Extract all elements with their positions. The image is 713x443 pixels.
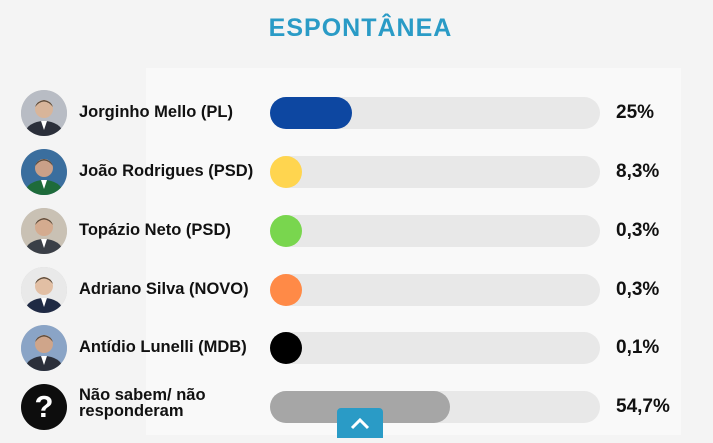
value-label: 0,1%: [616, 337, 660, 358]
bar-fill: [270, 156, 302, 188]
bar-track: [270, 274, 600, 306]
candidate-avatar: [21, 90, 67, 136]
candidate-avatar: [21, 325, 67, 371]
chart-title: ESPONTÂNEA: [268, 14, 453, 42]
bar-track: [270, 391, 600, 423]
bar-fill: [270, 274, 302, 306]
row-label: Adriano Silva (NOVO): [79, 280, 249, 298]
bar-fill: [270, 97, 353, 129]
chart-row: Topázio Neto (PSD) 0,3%: [0, 206, 713, 256]
chart-panel: [146, 68, 681, 435]
row-label: Antídio Lunelli (MDB): [79, 338, 247, 356]
bar-fill: [270, 215, 302, 247]
value-label: 8,3%: [616, 161, 660, 182]
candidate-avatar: [21, 267, 67, 313]
bar-track: [270, 97, 600, 129]
chart-row: João Rodrigues (PSD) 8,3%: [0, 147, 713, 197]
chart-row: ? Não sabem/ não responderam 54,7%: [0, 382, 713, 432]
bar-track: [270, 332, 600, 364]
scroll-top-button[interactable]: [337, 408, 383, 438]
chart-row: Adriano Silva (NOVO) 0,3%: [0, 265, 713, 315]
question-icon: ?: [21, 384, 67, 430]
value-label: 0,3%: [616, 220, 660, 241]
value-label: 25%: [616, 102, 655, 123]
row-label: Topázio Neto (PSD): [79, 221, 231, 239]
bar-track: [270, 156, 600, 188]
candidate-avatar: [21, 208, 67, 254]
chart-row: Antídio Lunelli (MDB) 0,1%: [0, 323, 713, 373]
row-label: Jorginho Mello (PL): [79, 103, 233, 121]
bar-fill: [270, 332, 302, 364]
chevron-up-icon: [350, 417, 370, 430]
row-label: Não sabem/ não responderam: [79, 386, 206, 420]
row-label: João Rodrigues (PSD): [79, 162, 254, 180]
chart-row: Jorginho Mello (PL) 25%: [0, 88, 713, 138]
bar-track: [270, 215, 600, 247]
value-label: 0,3%: [616, 279, 660, 300]
candidate-avatar: [21, 149, 67, 195]
value-label: 54,7%: [616, 396, 670, 417]
